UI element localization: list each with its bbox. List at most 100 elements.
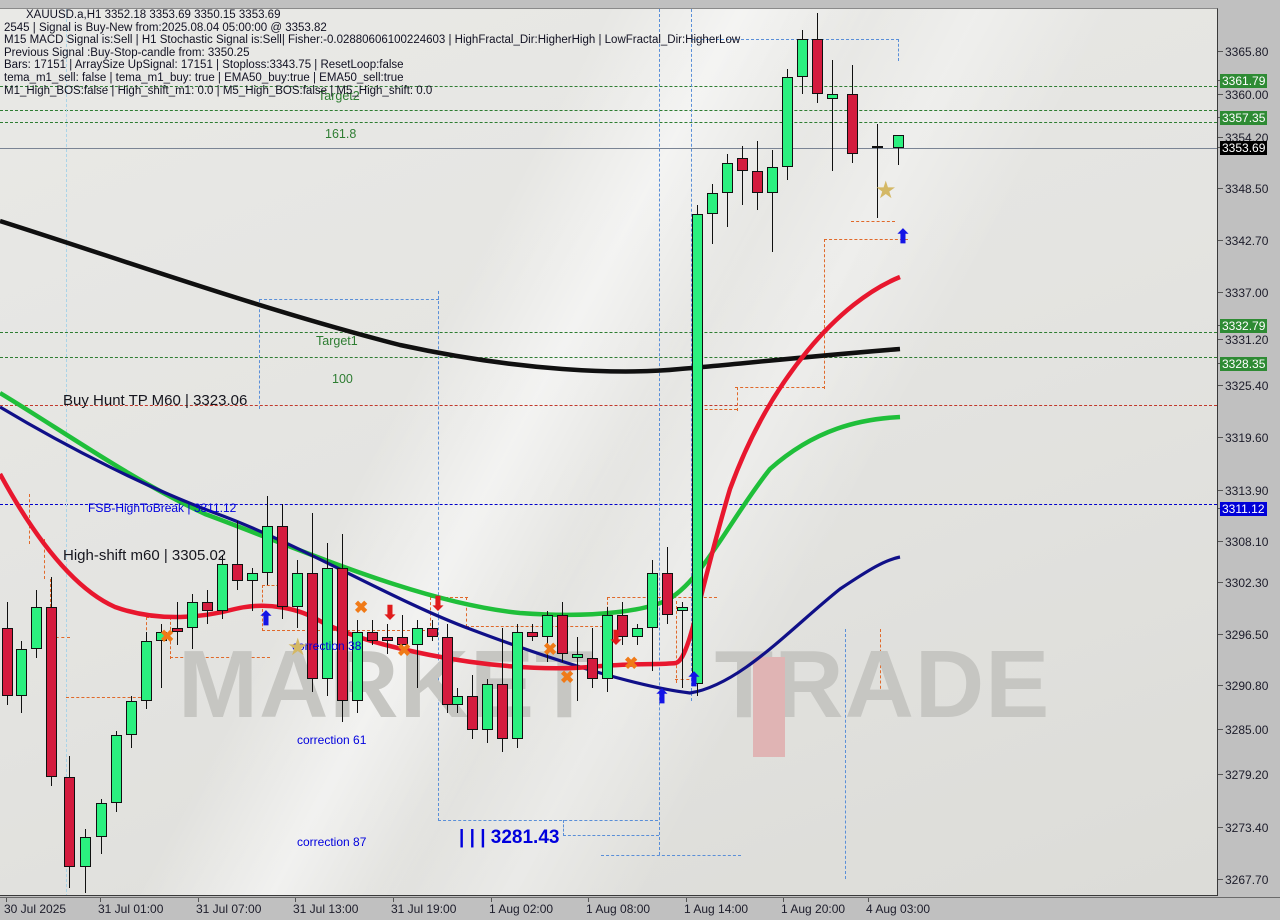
fractal-segment (824, 239, 908, 240)
time-scale[interactable]: 30 Jul 2025 31 Jul 01:00 31 Jul 07:00 31 Ju… (0, 897, 1280, 920)
tick-dash (1218, 437, 1223, 438)
fractal-segment (675, 679, 695, 680)
candlestick (482, 679, 493, 744)
price-tick-label: 3337.00 (1225, 286, 1269, 300)
fractal-segment (29, 494, 30, 544)
price-tick-label: 3273.40 (1225, 821, 1269, 835)
arrow-up-marker-icon: ⬆ (654, 687, 670, 708)
candlestick (752, 141, 763, 210)
fractal-level-label: | | | 3281.43 (459, 827, 560, 848)
candle-body (797, 38, 808, 78)
candle-body (16, 649, 27, 697)
candlestick (277, 504, 288, 620)
candle-body (31, 606, 42, 650)
candle-body (232, 563, 243, 582)
channel-bottom-segment (601, 855, 741, 856)
tick-dash (1218, 879, 1223, 880)
correction-38-label: correction 38 (292, 639, 362, 653)
fractal-segment (466, 626, 608, 627)
channel-right-segment (563, 820, 564, 836)
candle-body (382, 636, 393, 641)
correction-87-label: correction 87 (297, 835, 367, 849)
candlestick (217, 555, 228, 620)
fractal-segment (858, 699, 882, 700)
price-tick-label: 3279.20 (1225, 768, 1269, 782)
candle-body (662, 572, 673, 616)
xmark-marker-icon: ✖ (354, 598, 369, 617)
candle-wick (682, 602, 683, 688)
candlestick (677, 602, 688, 688)
candle-body (262, 525, 273, 573)
candlestick (16, 640, 27, 714)
candle-body (752, 171, 763, 193)
candle-body (647, 572, 658, 629)
buy-hunt-tp-label: Buy Hunt TP M60 | 3323.06 (63, 392, 248, 409)
star-marker-icon: ★ (875, 177, 897, 204)
candlestick (812, 13, 823, 103)
candlestick (141, 632, 152, 710)
candlestick (442, 623, 453, 714)
candle-body (847, 94, 858, 155)
candlestick (847, 64, 858, 163)
price-tick-label: 3285.00 (1225, 723, 1269, 737)
candlestick (617, 602, 628, 646)
candle-body (2, 628, 13, 697)
candlestick (587, 628, 598, 688)
xmark-marker-icon: ✖ (624, 654, 639, 673)
candle-body (352, 632, 363, 701)
candlestick (96, 798, 107, 855)
price-tick-label: 3360.00 (1225, 88, 1269, 102)
candlestick (262, 495, 273, 586)
candle-body (542, 615, 553, 637)
price-tick-label: 3308.10 (1225, 535, 1269, 549)
arrow-up-marker-icon: ⬆ (686, 670, 702, 691)
candle-body (737, 158, 748, 172)
price-tick-label: 3361.79 (1220, 74, 1268, 88)
candle-body (602, 615, 613, 680)
tick-dash (1218, 582, 1223, 583)
candle-body (412, 628, 423, 646)
xmark-marker-icon: ✖ (397, 641, 412, 660)
tick-dash (1218, 685, 1223, 686)
price-tick-label: 3328.35 (1220, 357, 1268, 371)
time-tick-mark (6, 898, 7, 902)
fractal-segment (44, 539, 45, 579)
time-tick-mark (393, 898, 394, 902)
candle-wick (742, 145, 743, 206)
fib-1618-label: 161.8 (325, 127, 357, 141)
candlestick (872, 124, 883, 219)
candle-body (367, 632, 378, 641)
time-tick-mark (868, 898, 869, 902)
channel-bottom-segment (563, 835, 659, 836)
time-tick-mark (588, 898, 589, 902)
fractal-segment (170, 657, 270, 658)
candlestick (322, 542, 333, 697)
tick-dash (1218, 137, 1223, 138)
time-tick-label: 31 Jul 07:00 (196, 902, 262, 916)
chart-plot-area[interactable]: MARKET TRADE (0, 8, 1218, 896)
price-scale[interactable]: 3365.80 3361.79 3360.00 3357.35 3354.20 3353.… (1218, 8, 1280, 896)
tick-dash (1218, 634, 1223, 635)
fractal-segment (430, 597, 468, 598)
tick-dash (1218, 774, 1223, 775)
candlestick (2, 602, 13, 705)
target2-label: Target2 (318, 89, 360, 103)
arrow-down-marker-icon: ⬇ (608, 628, 624, 649)
fractal-segment (170, 617, 171, 659)
ema-red-line (0, 274, 901, 671)
candlestick (187, 593, 198, 650)
tick-dash (1218, 490, 1223, 491)
fsb-hightobreak-label: FSB-HighToBreak | 3311.12 (88, 501, 237, 515)
price-tick-label: 3357.35 (1220, 111, 1268, 125)
candle-wick (577, 636, 578, 701)
candle-body (632, 628, 643, 637)
candle-body (893, 135, 904, 149)
candle-wick (772, 149, 773, 253)
candlestick (512, 623, 523, 748)
price-tick-label: 3348.50 (1225, 182, 1269, 196)
time-tick-label: 30 Jul 2025 (4, 902, 67, 916)
candle-body (247, 572, 258, 582)
channel-left-segment (259, 299, 260, 409)
xmark-marker-icon: ✖ (560, 668, 575, 687)
candle-wick (402, 615, 403, 650)
